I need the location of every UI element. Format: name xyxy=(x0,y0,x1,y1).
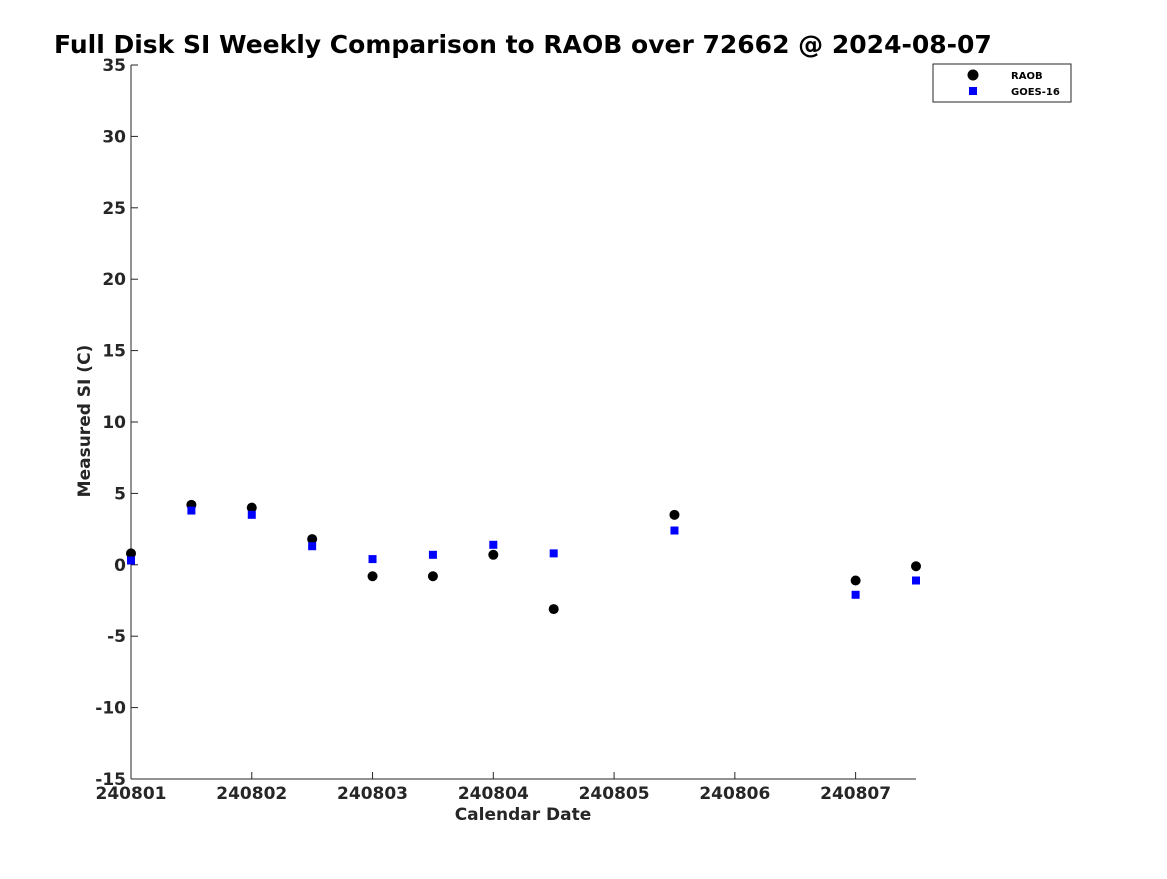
y-tick-label: 30 xyxy=(102,127,126,147)
goes-16-point xyxy=(247,510,256,519)
x-tick-label: 240806 xyxy=(699,784,770,804)
raob-point xyxy=(367,571,378,582)
x-tick-label: 240807 xyxy=(820,784,891,804)
goes-16-point xyxy=(127,556,135,565)
axes xyxy=(130,65,916,780)
goes-16-point xyxy=(912,576,920,585)
y-tick-label: -10 xyxy=(95,699,126,719)
raob-point xyxy=(548,604,559,615)
goes-16-point xyxy=(670,526,679,535)
x-tick-label: 240804 xyxy=(458,784,529,804)
y-axis-label: Measured SI (C) xyxy=(75,345,95,498)
x-tick-label: 240803 xyxy=(337,784,408,804)
legend-label-raob: RAOB xyxy=(1011,71,1043,82)
legend-box xyxy=(932,63,1072,103)
x-tick-label: 240801 xyxy=(96,784,167,804)
y-tick-label: 10 xyxy=(102,413,126,433)
y-tick-label: 25 xyxy=(102,199,126,219)
y-tick-label: -15 xyxy=(95,770,126,790)
y-tick-label: -5 xyxy=(107,627,126,647)
y-tick-label: 15 xyxy=(102,342,126,362)
goes-16-point xyxy=(549,549,558,558)
raob-point xyxy=(488,549,499,560)
raob-point xyxy=(850,575,861,586)
raob-point xyxy=(126,548,136,559)
raob-point xyxy=(307,534,318,545)
goes-16-point xyxy=(308,542,317,551)
y-tick-label: 35 xyxy=(102,56,126,76)
x-axis-label: Calendar Date xyxy=(455,805,592,825)
chart-title: Full Disk SI Weekly Comparison to RAOB o… xyxy=(54,30,992,59)
raob-point xyxy=(669,509,680,520)
x-tick-label: 240805 xyxy=(579,784,650,804)
goes-16-point xyxy=(489,540,498,549)
raob-point xyxy=(911,561,921,572)
goes-16-point xyxy=(428,550,437,559)
y-tick-label: 5 xyxy=(114,484,126,504)
legend-marker-goes-16 xyxy=(969,87,977,95)
raob-point xyxy=(246,502,257,513)
raob-point xyxy=(427,571,438,582)
y-tick-label: 20 xyxy=(102,270,126,290)
legend-label-goes-16: GOES-16 xyxy=(1011,87,1060,98)
legend: RAOB GOES-16 xyxy=(932,63,1072,103)
goes-16-point xyxy=(851,590,860,599)
data-points xyxy=(126,499,921,615)
legend-marker-raob xyxy=(967,69,979,81)
y-tick-label: 0 xyxy=(114,556,126,576)
x-tick-label: 240802 xyxy=(216,784,287,804)
goes-16-point xyxy=(187,506,196,515)
goes-16-point xyxy=(368,555,377,564)
